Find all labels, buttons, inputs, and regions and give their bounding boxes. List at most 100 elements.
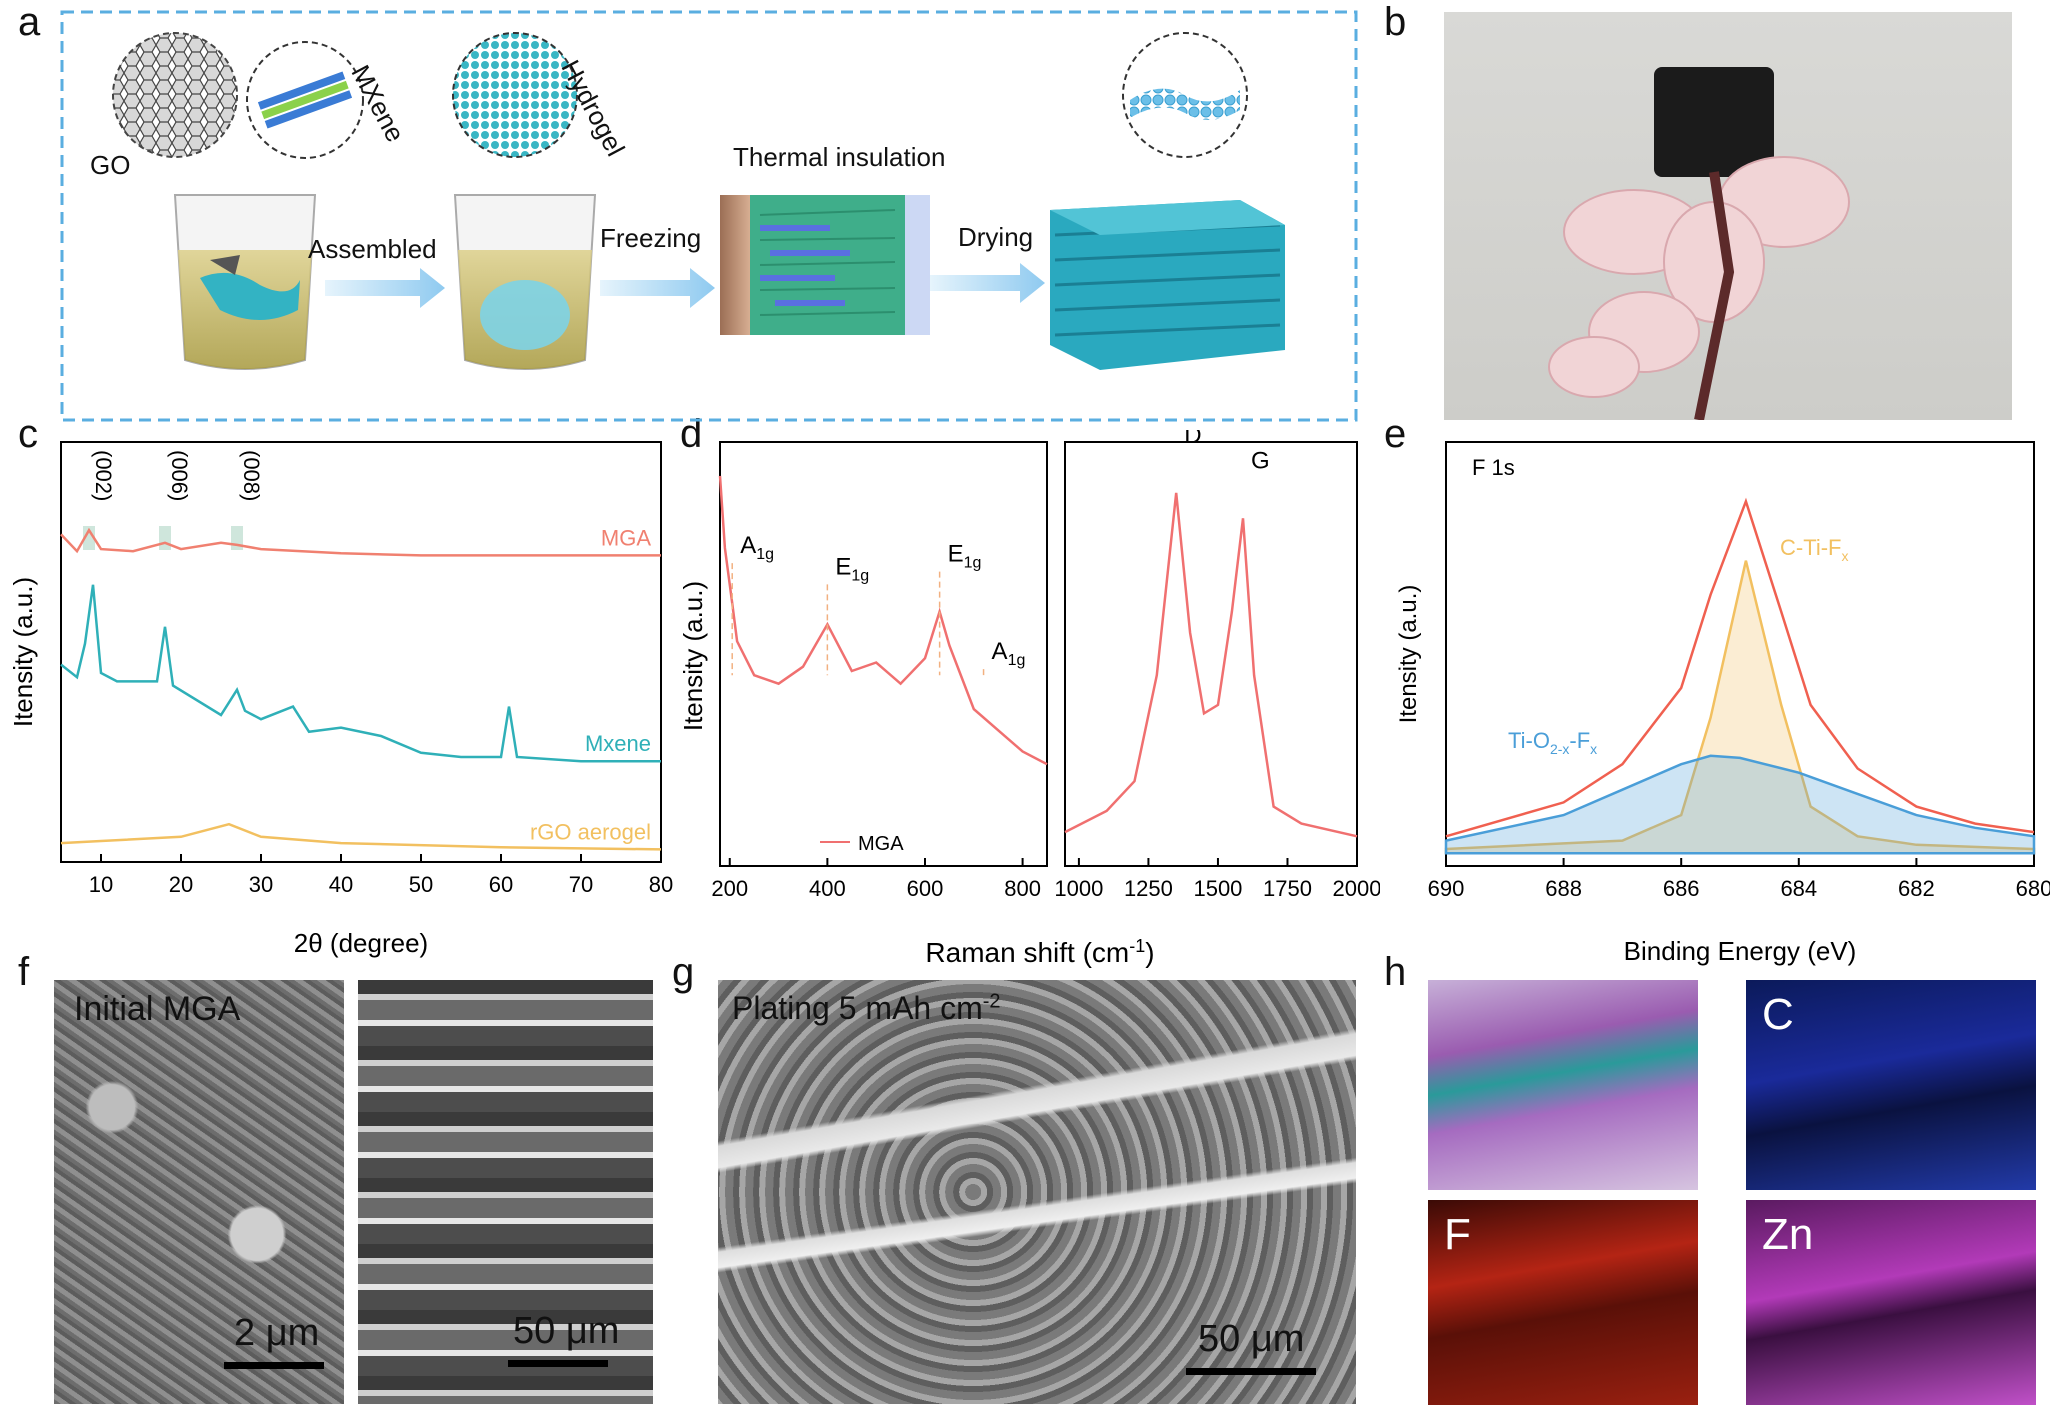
caption-initial-mga: Initial MGA (74, 990, 241, 1028)
series-label-tiof-suffix: -F (1569, 728, 1590, 753)
eds-map-overlay (1428, 980, 1698, 1190)
eds-label-f: F (1444, 1210, 1471, 1259)
d1-x-tick-label: 2000 (1333, 876, 1380, 901)
scale-text-f-right: 50 μm (513, 1310, 620, 1352)
beaker-go-mxene (173, 194, 317, 370)
panel-label-b: b (1384, 0, 1407, 44)
panel-f-sem-cross-section: 50 μm (358, 980, 653, 1404)
panel-label-h: h (1384, 950, 1407, 994)
c-x-tick-label: 80 (649, 872, 673, 897)
panel-d-raman-chart: A1g E1g E1g A1g D G 200 400 600 800 1000 1250 1500 1… (680, 430, 1380, 968)
panel-label-g: g (672, 950, 695, 994)
scale-bar-f-right (508, 1360, 608, 1367)
label-assembled: Assembled (308, 234, 437, 264)
panel-b-photo (1444, 12, 2012, 420)
label-thermal-insulation: Thermal insulation (733, 142, 946, 172)
series-label: Mxene (585, 731, 651, 756)
peak-label: E1g (835, 553, 869, 584)
caption-plating: Plating 5 mAh cm-2 (732, 990, 1001, 1027)
c-x-tick-label: 50 (409, 872, 433, 897)
freezing-block (720, 195, 930, 335)
eds-map-zinc: Zn (1746, 1200, 2036, 1405)
x-axis-label-text: Raman shift (cm (925, 937, 1129, 968)
d1-x-tick-label: 1500 (1193, 876, 1242, 901)
legend: MGA (820, 833, 904, 855)
series-mxene (60, 584, 661, 763)
peak-label: A1g (992, 638, 1026, 669)
label-freezing: Freezing (600, 223, 702, 253)
e-x-tick-label: 684 (1780, 876, 1817, 901)
d0-x-tick-label: 200 (711, 876, 748, 901)
y-axis-label: Itensity (a.u.) (1395, 585, 1422, 724)
c-x-tick-label: 30 (249, 872, 273, 897)
series-label-tiof-suffix-sub: x (1590, 741, 1597, 757)
series-mga (60, 527, 661, 557)
series-label: rGO aerogel (530, 819, 651, 844)
aerogel-sample (1654, 67, 1774, 177)
series-mga (1064, 492, 1358, 838)
series-label: MGA (601, 525, 651, 550)
label-go: GO (90, 150, 131, 180)
series-label-ctif: C-Ti-Fx (1780, 535, 1849, 564)
x-axis-label-sup: -1 (1129, 936, 1145, 956)
x-axis-label: Raman shift (cm-1) (925, 936, 1154, 968)
panel-label-d: d (680, 412, 703, 456)
component-fill (1444, 754, 2036, 855)
x-axis-label: 2θ (degree) (294, 928, 428, 958)
arrow-drying (930, 263, 1045, 303)
peak-label: (002) (91, 450, 116, 501)
panel-f-sem-surface: Initial MGA 2 μm (54, 980, 344, 1404)
peak-label: A1g (740, 532, 774, 563)
hydrogel-zoom (452, 32, 578, 158)
legend-label: MGA (858, 833, 904, 855)
scale-text-g: 50 μm (1198, 1318, 1305, 1360)
go-sheet-zoom (112, 32, 238, 158)
peak-label: G (1251, 447, 1270, 474)
peak-label: D (1184, 430, 1201, 449)
scale-bar-g (1186, 1368, 1316, 1375)
panel-a-frame (60, 10, 1358, 422)
d1-x-tick-label: 1750 (1263, 876, 1312, 901)
d0-x-tick-label: 400 (809, 876, 846, 901)
c-x-tick-label: 20 (169, 872, 193, 897)
eds-map-carbon: C (1746, 980, 2036, 1190)
scale-bar-f-left (224, 1362, 324, 1369)
series-label-ctif-sub: x (1842, 548, 1849, 564)
panel-label-f: f (18, 950, 30, 994)
d1-x-tick-label: 1000 (1054, 876, 1103, 901)
panel-c-xrd-chart: (002) (006) (008) MGA Mxene rGO aerogel 10 20… (8, 441, 673, 958)
panel-label-a: a (18, 0, 41, 44)
series-envelope (1445, 497, 2035, 838)
flower (1548, 156, 1850, 398)
series-label-tiof: Ti-O2-x-Fx (1508, 728, 1597, 757)
panel-a-schematic (60, 10, 1358, 422)
peak-label: (006) (167, 450, 192, 501)
peak-label: E1g (948, 541, 982, 572)
aerogel-block (1050, 200, 1285, 370)
series-label-ctif-name: C-Ti-F (1780, 535, 1842, 560)
eds-label-c: C (1762, 990, 1794, 1039)
y-axis-label: Itensity (a.u.) (680, 581, 708, 731)
axes-frame-left (719, 441, 1048, 867)
y-axis-label: Itensity (a.u.) (8, 577, 38, 727)
panel-label-e: e (1384, 412, 1407, 456)
x-axis-label: Binding Energy (eV) (1624, 936, 1857, 966)
c-x-tick-label: 10 (89, 872, 113, 897)
e-x-tick-label: 682 (1898, 876, 1935, 901)
axes-frame (1445, 441, 2035, 867)
c-x-tick-label: 40 (329, 872, 353, 897)
d1-x-tick-label: 1250 (1124, 876, 1173, 901)
scale-text-f-left: 2 μm (234, 1312, 320, 1354)
d0-x-tick-label: 800 (1004, 876, 1041, 901)
caption-plating-sup: -2 (982, 990, 1001, 1013)
e-x-tick-label: 680 (2016, 876, 2050, 901)
e-x-tick-label: 688 (1545, 876, 1582, 901)
series-rgo-aerogel (60, 822, 662, 851)
peak-band (83, 526, 95, 550)
eds-label-zn: Zn (1762, 1210, 1814, 1259)
eds-map-fluorine: F (1428, 1200, 1698, 1405)
panel-label-c: c (18, 412, 38, 456)
e-x-tick-label: 686 (1663, 876, 1700, 901)
arrow-assembled (325, 268, 445, 308)
series-label-tiof-name: Ti-O (1508, 728, 1550, 753)
